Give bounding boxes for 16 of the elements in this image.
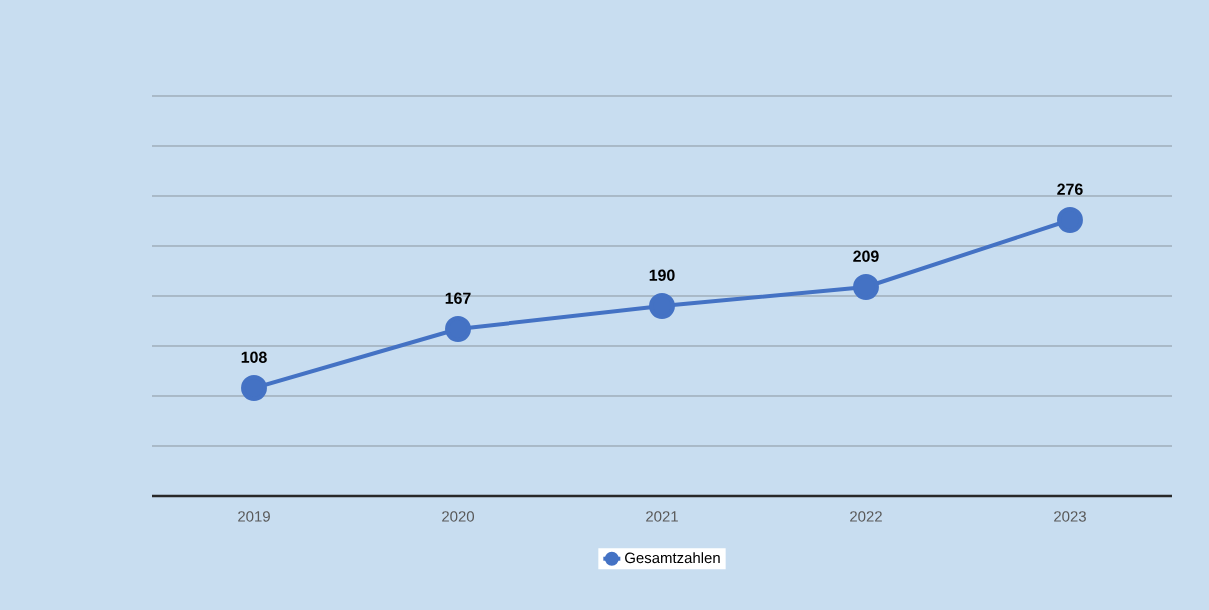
point xyxy=(1057,207,1083,233)
point xyxy=(241,375,267,401)
legend-label: Gesamtzahlen xyxy=(625,552,720,564)
data-label: 167 xyxy=(445,292,471,304)
point xyxy=(649,293,675,319)
data-label: 108 xyxy=(241,351,267,363)
point xyxy=(445,316,471,342)
x-tick-label: 2021 xyxy=(646,511,678,522)
x-tick-label: 2022 xyxy=(850,511,882,522)
data-label: 209 xyxy=(853,250,879,262)
point xyxy=(853,274,879,300)
x-tick-label: 2019 xyxy=(238,511,270,522)
x-tick-label: 2020 xyxy=(442,511,475,522)
data-label: 190 xyxy=(649,269,675,281)
x-tick-label: 2023 xyxy=(1054,511,1086,522)
data-label: 276 xyxy=(1057,183,1083,195)
